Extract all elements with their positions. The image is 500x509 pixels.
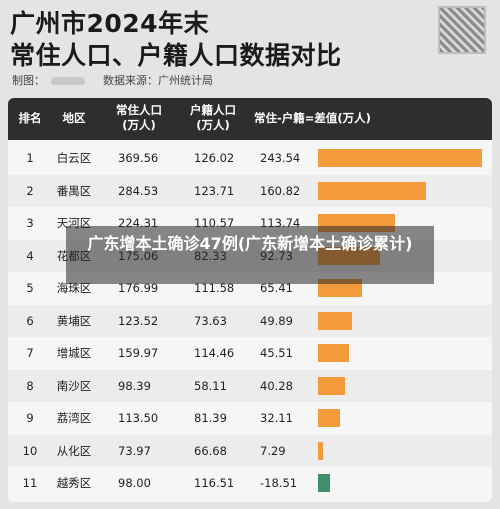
cell-resident: 98.00 bbox=[118, 476, 151, 490]
cell-resident: 73.97 bbox=[118, 443, 151, 458]
cell-diff: 160.82 bbox=[260, 183, 301, 198]
cell-rank: 8 bbox=[26, 378, 34, 393]
cell-rank: 2 bbox=[26, 183, 34, 198]
cell-registered: 126.02 bbox=[194, 151, 235, 165]
cell-registered: 66.68 bbox=[194, 443, 227, 458]
bar bbox=[318, 344, 349, 362]
table-row: 2 番禺区 284.53 123.71 160.82 bbox=[8, 174, 492, 207]
cell-district: 海珠区 bbox=[56, 281, 92, 295]
cell-district: 黄埔区 bbox=[56, 313, 92, 328]
chart-title-line1: 广州市2024年末 bbox=[10, 9, 210, 38]
cell-rank: 3 bbox=[26, 216, 34, 230]
table-header: 排名 地区 常住人口 (万人) 户籍人口 (万人) 常住-户籍=差值(万人) bbox=[8, 98, 492, 140]
cell-diff: 40.28 bbox=[260, 378, 293, 393]
cell-resident: 159.97 bbox=[118, 346, 159, 360]
cell-district: 从化区 bbox=[56, 443, 92, 458]
table-row: 1 白云区 369.56 126.02 243.54 bbox=[8, 142, 492, 174]
cell-diff: 243.54 bbox=[260, 151, 301, 165]
cell-district: 白云区 bbox=[56, 151, 92, 165]
bar bbox=[318, 441, 323, 460]
overlay-text: 广东增本土确诊47例(广东新增本土确诊累计) bbox=[87, 234, 413, 253]
maker-label: 制图： bbox=[12, 74, 45, 87]
col-resident-header: 常住人口 (万人) bbox=[116, 103, 162, 132]
cell-district: 番禺区 bbox=[56, 183, 92, 198]
data-table: 排名 地区 常住人口 (万人) 户籍人口 (万人) 常住-户籍=差值(万人) 1… bbox=[8, 98, 492, 502]
cell-diff: 32.11 bbox=[260, 411, 293, 425]
col-registered-header: 户籍人口 (万人) bbox=[190, 103, 236, 132]
bar-negative bbox=[318, 474, 330, 492]
col-diff-header: 常住-户籍=差值(万人) bbox=[254, 111, 371, 125]
cell-district: 南沙区 bbox=[56, 378, 92, 393]
cell-rank: 7 bbox=[26, 346, 34, 360]
cell-diff: 65.41 bbox=[260, 281, 293, 295]
cell-resident: 284.53 bbox=[118, 183, 159, 198]
table-row: 6 黄埔区 123.52 73.63 49.89 bbox=[8, 304, 492, 337]
cell-rank: 1 bbox=[26, 151, 34, 165]
cell-district: 增城区 bbox=[56, 346, 92, 360]
bar bbox=[318, 376, 346, 395]
cell-rank: 4 bbox=[26, 248, 34, 263]
cell-registered: 116.51 bbox=[194, 476, 235, 490]
chart-meta: 制图： 数据来源：广州统计局 bbox=[12, 72, 213, 88]
cell-district: 荔湾区 bbox=[56, 411, 92, 425]
cell-rank: 5 bbox=[26, 281, 34, 295]
bar bbox=[318, 409, 340, 427]
cell-district: 越秀区 bbox=[56, 476, 92, 490]
cell-registered: 81.39 bbox=[194, 411, 227, 425]
table-row: 11 越秀区 98.00 116.51 -18.51 bbox=[8, 467, 492, 499]
bar bbox=[318, 181, 427, 200]
table-row: 5 海珠区 176.99 111.58 65.41 bbox=[8, 272, 492, 304]
cell-rank: 11 bbox=[22, 476, 38, 490]
cell-rank: 6 bbox=[26, 313, 34, 328]
chart-title-line2: 常住人口、户籍人口数据对比 bbox=[10, 41, 342, 70]
maker-blurred bbox=[51, 77, 85, 85]
cell-resident: 123.52 bbox=[118, 313, 159, 328]
col-rank-header: 排名 bbox=[18, 111, 42, 125]
cell-resident: 369.56 bbox=[118, 151, 159, 165]
table-row: 7 增城区 159.97 114.46 45.51 bbox=[8, 337, 492, 369]
table-row: 9 荔湾区 113.50 81.39 32.11 bbox=[8, 402, 492, 434]
col-district-header: 地区 bbox=[62, 111, 86, 125]
cell-registered: 73.63 bbox=[194, 313, 227, 328]
cell-registered: 123.71 bbox=[194, 183, 235, 198]
source-label: 数据来源：广州统计局 bbox=[103, 74, 213, 87]
cell-diff: -18.51 bbox=[260, 476, 298, 490]
bar bbox=[318, 311, 352, 330]
table-row: 10 从化区 73.97 66.68 7.29 bbox=[8, 434, 492, 467]
bar bbox=[318, 149, 482, 167]
cell-registered: 111.58 bbox=[194, 281, 235, 295]
cell-registered: 58.11 bbox=[194, 378, 227, 393]
qr-code-icon bbox=[438, 6, 486, 54]
cell-resident: 176.99 bbox=[118, 281, 159, 295]
table-row: 8 南沙区 98.39 58.11 40.28 bbox=[8, 369, 492, 402]
news-overlay-banner: 广东增本土确诊47例(广东新增本土确诊累计) bbox=[66, 226, 434, 284]
cell-diff: 49.89 bbox=[260, 313, 293, 328]
cell-registered: 114.46 bbox=[194, 346, 235, 360]
cell-rank: 9 bbox=[26, 411, 34, 425]
cell-diff: 7.29 bbox=[260, 443, 286, 458]
cell-diff: 45.51 bbox=[260, 346, 293, 360]
cell-resident: 113.50 bbox=[118, 411, 159, 425]
cell-rank: 10 bbox=[22, 443, 38, 458]
cell-resident: 98.39 bbox=[118, 378, 151, 393]
